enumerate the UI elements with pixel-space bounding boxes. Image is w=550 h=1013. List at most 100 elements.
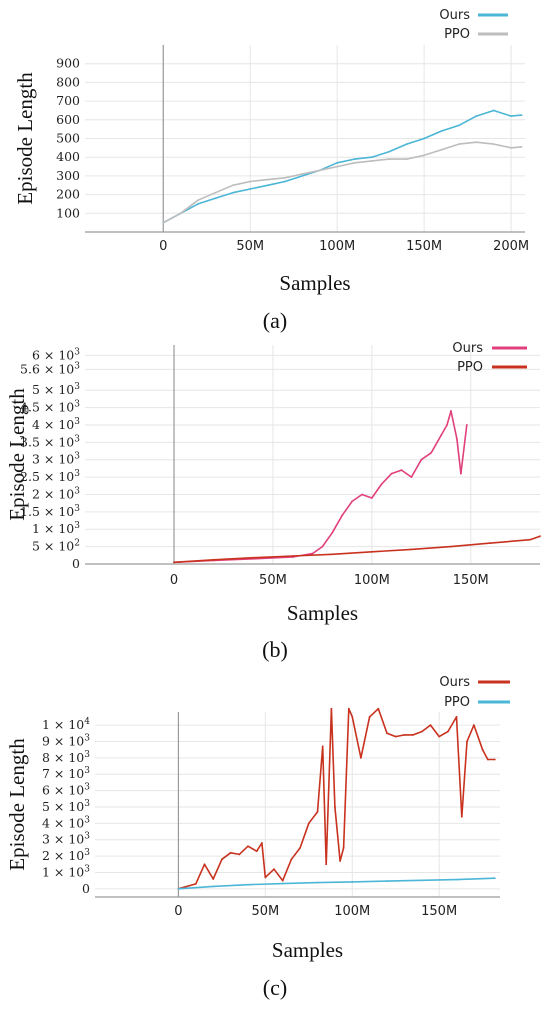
panel-caption: (c)	[263, 975, 287, 1000]
data-point	[493, 877, 496, 880]
data-point	[368, 716, 371, 718]
y-tick-label: 1 × 103	[42, 864, 90, 879]
data-point	[351, 716, 354, 718]
data-point	[430, 451, 433, 454]
chart-1: 0 50M 100M 150M 200M 100 200 300 400 500 600 700 800…	[13, 8, 529, 333]
data-point	[520, 114, 523, 117]
legend-label: Ours	[439, 675, 470, 690]
data-point	[450, 545, 452, 548]
data-point	[177, 887, 180, 890]
x-axis-label: Samples	[272, 938, 343, 962]
y-tick-label: 100	[56, 205, 80, 220]
data-point	[330, 707, 333, 710]
y-tick-label: 200	[56, 187, 80, 202]
data-point	[260, 842, 263, 844]
series-line-ours	[162, 109, 522, 224]
data-point	[281, 879, 284, 882]
data-point	[405, 143, 408, 146]
data-point	[493, 758, 496, 761]
data-point	[325, 863, 328, 866]
data-point	[388, 150, 391, 153]
y-tick-label: 900	[56, 56, 80, 71]
y-axis-label: Episode Length	[5, 738, 29, 871]
data-point	[455, 878, 458, 881]
data-point	[492, 109, 495, 112]
data-point	[486, 758, 489, 761]
data-point	[351, 500, 353, 503]
x-tick-label: 100M	[334, 904, 370, 919]
legend-item-ours: Ours	[439, 8, 508, 23]
y-tick-label: 4.5 × 103	[20, 400, 80, 415]
y-tick-label: 6 × 103	[42, 783, 90, 798]
series-points-ours	[177, 707, 496, 890]
y-tick-label: 1.5 × 103	[20, 504, 80, 519]
data-point	[214, 191, 217, 194]
data-point	[339, 860, 341, 862]
legend: Ours PPO	[439, 675, 510, 710]
data-point	[423, 137, 426, 140]
data-point	[405, 158, 408, 160]
legend-label: PPO	[444, 27, 470, 42]
data-point	[446, 424, 448, 426]
series-line-ppo	[173, 535, 541, 564]
data-point	[299, 846, 302, 849]
data-point	[249, 188, 252, 190]
data-point	[353, 161, 356, 164]
x-tick-label: 200M	[493, 239, 529, 254]
data-point	[420, 730, 423, 733]
data-point	[214, 197, 217, 200]
series-points-ppo	[173, 535, 541, 564]
legend: Ours PPO	[439, 8, 508, 42]
data-point	[394, 735, 397, 738]
data-point	[529, 538, 532, 541]
y-tick-label: 4 × 103	[42, 815, 90, 830]
data-point	[539, 535, 541, 538]
y-axis-label: Episode Length	[13, 72, 37, 205]
chart-2: 0 50M 100M 150M 0 5 × 102 1 × 103 1.5 × 103 2 × …	[5, 341, 541, 662]
x-tick-label: 150M	[406, 239, 442, 254]
y-tick-label: 2 × 103	[32, 486, 80, 501]
data-point	[284, 176, 286, 179]
data-point	[450, 410, 452, 412]
data-point	[301, 175, 304, 177]
data-point	[371, 160, 373, 162]
data-point	[321, 745, 324, 748]
y-axis-label: Episode Length	[5, 388, 29, 521]
data-point	[510, 146, 512, 149]
data-point	[266, 178, 269, 181]
data-point	[162, 221, 165, 224]
data-point	[229, 851, 232, 854]
data-point	[481, 748, 484, 751]
data-point	[410, 548, 413, 551]
data-point	[353, 158, 356, 160]
data-point	[290, 858, 293, 861]
legend-item-ppo: PPO	[444, 695, 510, 710]
y-tick-label: 800	[56, 74, 80, 89]
data-point	[351, 881, 354, 883]
data-point	[291, 555, 294, 557]
y-tick-label: 9 × 103	[42, 733, 90, 748]
legend-item-ppo: PPO	[444, 27, 508, 42]
y-tick-label: 1 × 104	[42, 717, 90, 732]
panel-caption: (a)	[263, 308, 287, 333]
legend-label: PPO	[444, 695, 470, 710]
data-point	[429, 724, 432, 726]
data-point	[492, 143, 495, 146]
data-point	[446, 730, 449, 733]
data-point	[212, 878, 215, 880]
panel-caption: (b)	[262, 637, 288, 662]
data-point	[318, 169, 321, 172]
data-point	[460, 815, 463, 818]
data-point	[423, 154, 426, 157]
legend-item-ours: Ours	[439, 675, 510, 690]
data-point	[390, 472, 393, 475]
y-tick-label: 0	[72, 556, 80, 571]
x-tick-label: 0	[174, 904, 182, 919]
y-tick-label: 3.5 × 103	[20, 434, 80, 449]
data-point	[331, 531, 334, 534]
series-line-ppo	[178, 877, 495, 890]
data-point	[197, 199, 199, 202]
data-point	[231, 191, 234, 194]
data-point	[264, 876, 267, 879]
